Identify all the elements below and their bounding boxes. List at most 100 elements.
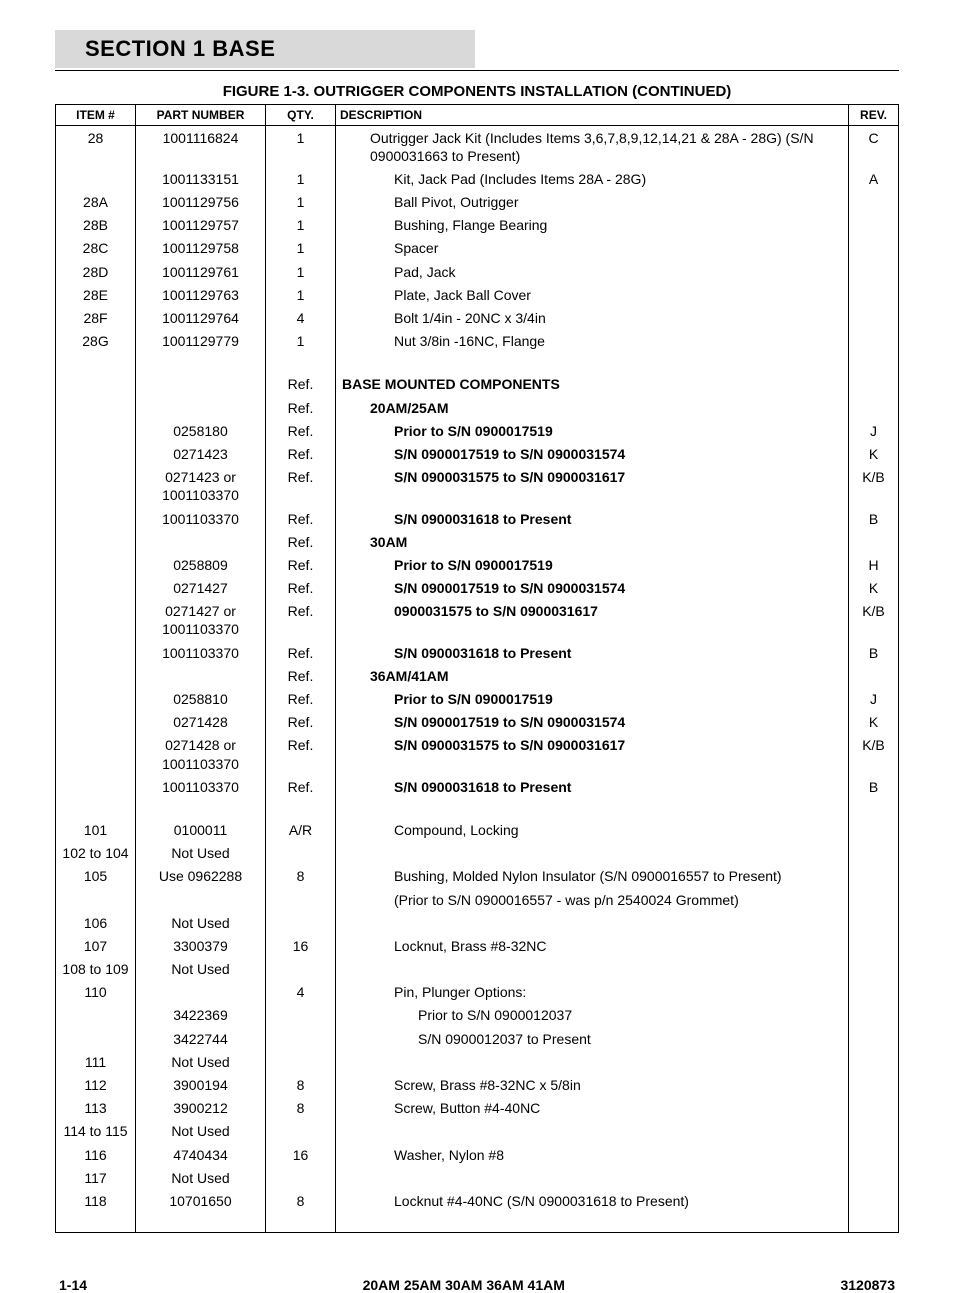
- cell-item: [56, 419, 136, 442]
- cell-item: [56, 442, 136, 465]
- cell-qty: Ref.: [266, 396, 336, 419]
- cell-qty: 1: [266, 191, 336, 214]
- table-row: 0258810Ref.Prior to S/N 0900017519J: [56, 688, 899, 711]
- cell-part: 1001103370: [136, 775, 266, 798]
- cell-item: 102 to 104: [56, 842, 136, 865]
- cell-part: 1001129764: [136, 307, 266, 330]
- cell-qty: [266, 1027, 336, 1050]
- table-row: 118107016508Locknut #4-40NC (S/N 0900031…: [56, 1189, 899, 1232]
- cell-rev: [849, 934, 899, 957]
- cell-item: [56, 734, 136, 775]
- cell-rev: A: [849, 167, 899, 190]
- table-row: (Prior to S/N 0900016557 - was p/n 25400…: [56, 888, 899, 911]
- cell-item: 28E: [56, 283, 136, 306]
- cell-qty: Ref.: [266, 373, 336, 396]
- cell-rev: J: [849, 419, 899, 442]
- cell-part: 0258180: [136, 419, 266, 442]
- cell-desc: Kit, Jack Pad (Includes Items 28A - 28G): [336, 167, 849, 190]
- cell-part: 1001129761: [136, 260, 266, 283]
- cell-part: Not Used: [136, 842, 266, 865]
- cell-item: 117: [56, 1166, 136, 1189]
- table-row: 28B10011297571Bushing, Flange Bearing: [56, 214, 899, 237]
- cell-rev: [849, 1143, 899, 1166]
- cell-rev: [849, 981, 899, 1004]
- cell-item: [56, 553, 136, 576]
- cell-qty: Ref.: [266, 734, 336, 775]
- cell-qty: Ref.: [266, 530, 336, 553]
- cell-rev: [849, 1004, 899, 1027]
- cell-qty: 8: [266, 1189, 336, 1232]
- col-header-qty: QTY.: [266, 105, 336, 126]
- cell-desc: 36AM/41AM: [336, 664, 849, 687]
- cell-part: [136, 373, 266, 396]
- footer-left: 1-14: [59, 1277, 87, 1293]
- cell-desc: 30AM: [336, 530, 849, 553]
- figure-title: FIGURE 1-3. OUTRIGGER COMPONENTS INSTALL…: [55, 83, 899, 100]
- cell-qty: [266, 842, 336, 865]
- table-row: 117Not Used: [56, 1166, 899, 1189]
- table-row: 111Not Used: [56, 1050, 899, 1073]
- cell-desc: Nut 3/8in -16NC, Flange: [336, 330, 849, 353]
- cell-rev: [849, 888, 899, 911]
- cell-rev: B: [849, 507, 899, 530]
- cell-part: 3900212: [136, 1097, 266, 1120]
- table-row: Ref.20AM/25AM: [56, 396, 899, 419]
- cell-part: Not Used: [136, 958, 266, 981]
- cell-part: 1001133151: [136, 167, 266, 190]
- cell-rev: [849, 842, 899, 865]
- cell-part: 0271427 or 1001103370: [136, 600, 266, 641]
- cell-rev: H: [849, 553, 899, 576]
- cell-part: 3900194: [136, 1074, 266, 1097]
- cell-rev: [849, 373, 899, 396]
- cell-desc: Plate, Jack Ball Cover: [336, 283, 849, 306]
- cell-qty: Ref.: [266, 711, 336, 734]
- cell-qty: Ref.: [266, 600, 336, 641]
- table-row: 105Use 09622888Bushing, Molded Nylon Ins…: [56, 865, 899, 888]
- cell-part: 3422369: [136, 1004, 266, 1027]
- table-row: 3422744S/N 0900012037 to Present: [56, 1027, 899, 1050]
- table-row: 0271427 or 1001103370Ref.0900031575 to S…: [56, 600, 899, 641]
- cell-desc: Locknut, Brass #8-32NC: [336, 934, 849, 957]
- cell-item: 105: [56, 865, 136, 888]
- cell-desc: [336, 911, 849, 934]
- cell-desc: BASE MOUNTED COMPONENTS: [336, 373, 849, 396]
- table-row: [56, 353, 899, 373]
- cell-item: 111: [56, 1050, 136, 1073]
- cell-qty: [266, 1004, 336, 1027]
- table-row: 1001103370Ref.S/N 0900031618 to PresentB: [56, 775, 899, 798]
- cell-item: [56, 711, 136, 734]
- cell-qty: [266, 888, 336, 911]
- cell-rev: J: [849, 688, 899, 711]
- footer-right: 3120873: [840, 1277, 895, 1293]
- table-row: 11239001948Screw, Brass #8-32NC x 5/8in: [56, 1074, 899, 1097]
- cell-rev: K: [849, 711, 899, 734]
- cell-qty: Ref.: [266, 553, 336, 576]
- cell-qty: Ref.: [266, 664, 336, 687]
- cell-item: [56, 530, 136, 553]
- table-row: Ref.30AM: [56, 530, 899, 553]
- cell-desc: [336, 842, 849, 865]
- col-header-desc: DESCRIPTION: [336, 105, 849, 126]
- cell-qty: [266, 911, 336, 934]
- cell-rev: [849, 330, 899, 353]
- cell-item: 116: [56, 1143, 136, 1166]
- table-row: 28F10011297644Bolt 1/4in - 20NC x 3/4in: [56, 307, 899, 330]
- cell-qty: 1: [266, 214, 336, 237]
- cell-desc: S/N 0900012037 to Present: [336, 1027, 849, 1050]
- table-row: 114 to 115Not Used: [56, 1120, 899, 1143]
- cell-desc: S/N 0900031618 to Present: [336, 775, 849, 798]
- cell-rev: [849, 818, 899, 841]
- cell-rev: C: [849, 126, 899, 168]
- cell-rev: K: [849, 577, 899, 600]
- table-row: 1104Pin, Plunger Options:: [56, 981, 899, 1004]
- cell-item: 101: [56, 818, 136, 841]
- cell-item: [56, 888, 136, 911]
- cell-rev: K/B: [849, 466, 899, 507]
- cell-desc: Spacer: [336, 237, 849, 260]
- table-row: 1001103370Ref.S/N 0900031618 to PresentB: [56, 641, 899, 664]
- cell-item: [56, 600, 136, 641]
- cell-rev: [849, 260, 899, 283]
- cell-part: [136, 396, 266, 419]
- table-row: 0271423Ref.S/N 0900017519 to S/N 0900031…: [56, 442, 899, 465]
- table-row: 0271423 or 1001103370Ref.S/N 0900031575 …: [56, 466, 899, 507]
